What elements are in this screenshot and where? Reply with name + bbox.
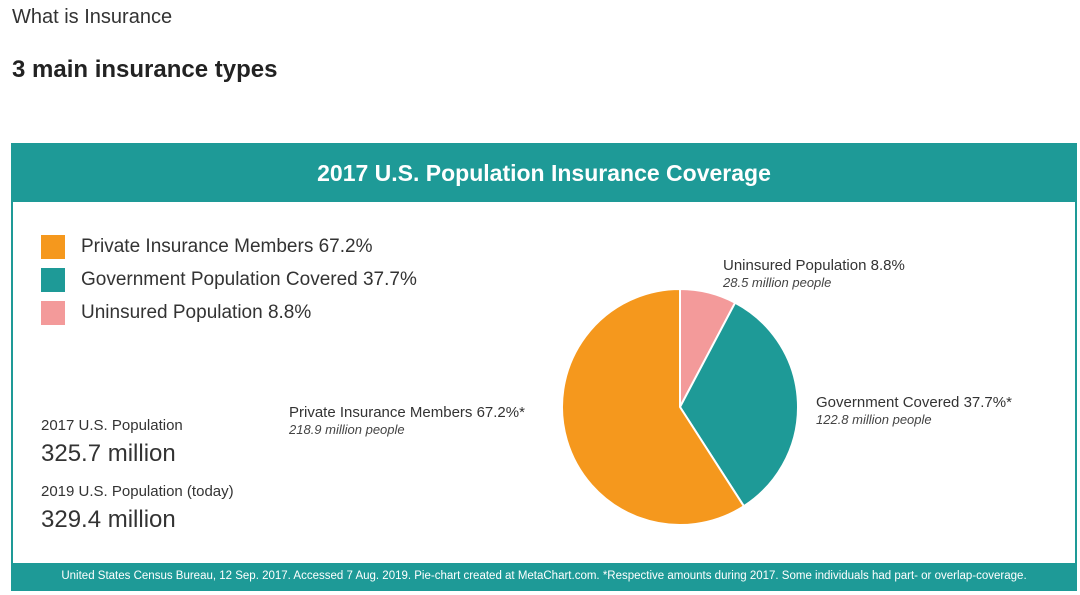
pie-slice-government: [678, 301, 799, 508]
pie-slices: [561, 287, 799, 526]
chart-card: 2017 U.S. Population Insurance Coverage …: [11, 143, 1077, 591]
slice-label-government: Government Covered 37.7%*: [816, 394, 1012, 411]
breadcrumb[interactable]: What is Insurance: [12, 6, 173, 28]
pie-slice-private: [561, 287, 746, 526]
legend-item-uninsured: Uninsured Population 8.8%: [41, 296, 417, 329]
slice-label-private: Private Insurance Members 67.2%*: [289, 404, 525, 421]
chart-title: 2017 U.S. Population Insurance Coverage: [13, 145, 1075, 202]
legend-swatch-uninsured: [41, 300, 65, 325]
legend-swatch-government: [41, 267, 65, 292]
slice-sublabel-uninsured: 28.5 million people: [722, 275, 831, 290]
section-title: 3 main insurance types: [12, 56, 278, 83]
population-2019-value: 329.4 million: [41, 506, 176, 533]
legend-label-government: Government Population Covered 37.7%: [81, 268, 417, 290]
pie-labels: Uninsured Population 8.8%28.5 million pe…: [288, 257, 1012, 437]
legend-swatch-private: [41, 234, 65, 259]
slice-sublabel-private: 218.9 million people: [288, 422, 405, 437]
source-footnote: United States Census Bureau, 12 Sep. 201…: [13, 563, 1075, 589]
legend-label-uninsured: Uninsured Population 8.8%: [81, 301, 312, 323]
legend-item-government: Government Population Covered 37.7%: [41, 263, 417, 296]
legend-label-private: Private Insurance Members 67.2%: [81, 235, 373, 257]
population-2019-label: 2019 U.S. Population (today): [41, 483, 234, 500]
population-2017-value: 325.7 million: [41, 440, 176, 467]
slice-sublabel-government: 122.8 million people: [816, 412, 932, 427]
chart-legend: Private Insurance Members 67.2% Governme…: [41, 230, 417, 329]
slice-label-uninsured: Uninsured Population 8.8%: [723, 257, 905, 274]
pie-chart: Uninsured Population 8.8%28.5 million pe…: [288, 257, 1012, 526]
population-2017-label: 2017 U.S. Population: [41, 417, 183, 434]
legend-item-private: Private Insurance Members 67.2%: [41, 230, 417, 263]
